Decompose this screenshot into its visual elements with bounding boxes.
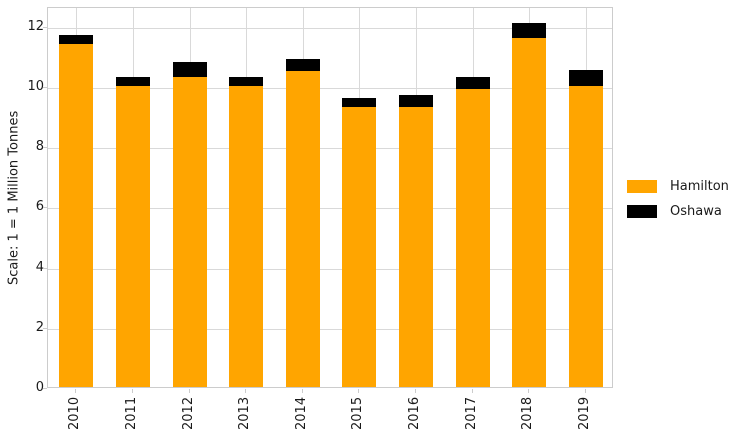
y-tick-mark (43, 26, 47, 28)
bar-2014 (285, 58, 320, 387)
y-tick-mark (43, 267, 47, 269)
x-tick-mark (358, 389, 360, 393)
bar-2010 (59, 34, 94, 387)
y-tick-label: 8 (35, 139, 44, 155)
h-gridline (48, 148, 612, 150)
y-tick-mark (43, 207, 47, 209)
h-gridline (48, 88, 612, 90)
bar-segment-oshawa (568, 69, 603, 87)
y-tick-mark (43, 147, 47, 149)
bar-segment-oshawa (115, 77, 150, 87)
x-tick-mark (471, 389, 473, 393)
x-tick-label: 2010 (67, 396, 83, 430)
x-tick-mark (528, 389, 530, 393)
x-tick-label: 2018 (520, 396, 536, 430)
x-tick-label: 2012 (180, 396, 196, 430)
h-gridline (48, 328, 612, 330)
bar-segment-oshawa (512, 22, 547, 38)
h-gridline (48, 208, 612, 210)
bar-2019 (568, 69, 603, 387)
legend-item-oshawa: Oshawa (627, 204, 729, 219)
bar-segment-oshawa (285, 58, 320, 72)
bar-segment-oshawa (342, 98, 377, 108)
plot-area (47, 7, 613, 388)
bar-segment-hamilton (512, 37, 547, 387)
y-tick-mark (43, 87, 47, 89)
y-tick-label: 2 (35, 319, 44, 335)
x-tick-mark (131, 389, 133, 393)
bar-segment-oshawa (59, 34, 94, 44)
x-tick-label: 2019 (576, 396, 592, 430)
legend: Hamilton Oshawa (627, 179, 729, 219)
x-tick-mark (414, 389, 416, 393)
y-tick-mark (43, 388, 47, 389)
x-tick-mark (301, 389, 303, 393)
legend-label: Oshawa (670, 204, 722, 219)
x-tick-label: 2011 (123, 396, 139, 430)
bar-2011 (115, 77, 150, 387)
bar-segment-hamilton (59, 43, 94, 387)
x-tick-mark (245, 389, 247, 393)
bar-segment-hamilton (398, 107, 433, 387)
bar-2018 (512, 22, 547, 387)
x-tick-label: 2017 (463, 396, 479, 430)
bar-segment-oshawa (172, 61, 207, 78)
bar-2015 (342, 98, 377, 387)
legend-swatch-hamilton (627, 180, 657, 193)
x-tick-label: 2014 (293, 396, 309, 430)
y-tick-label: 10 (27, 79, 44, 95)
bar-segment-hamilton (455, 89, 490, 387)
x-tick-mark (188, 389, 190, 393)
legend-label: Hamilton (670, 179, 729, 194)
bar-segment-hamilton (172, 77, 207, 387)
x-tick-label: 2016 (406, 396, 422, 430)
bar-segment-hamilton (229, 86, 264, 387)
y-tick-label: 6 (35, 199, 44, 215)
y-tick-mark (43, 327, 47, 329)
bar-2013 (229, 77, 264, 387)
bar-segment-hamilton (342, 107, 377, 387)
x-tick-mark (584, 389, 586, 393)
y-tick-label: 12 (27, 18, 44, 34)
bar-segment-oshawa (398, 95, 433, 108)
h-gridline (48, 268, 612, 270)
bar-segment-hamilton (115, 86, 150, 387)
bar-segment-oshawa (229, 77, 264, 87)
bar-2016 (398, 95, 433, 387)
bar-segment-hamilton (285, 71, 320, 387)
bar-segment-oshawa (455, 77, 490, 90)
bar-2017 (455, 77, 490, 387)
x-tick-mark (75, 389, 77, 393)
legend-item-hamilton: Hamilton (627, 179, 729, 194)
x-tick-label: 2013 (237, 396, 253, 430)
h-gridline (48, 27, 612, 29)
y-tick-label: 0 (35, 380, 44, 395)
y-tick-label: 4 (35, 259, 44, 275)
bar-segment-hamilton (568, 86, 603, 387)
bar-2012 (172, 61, 207, 387)
legend-swatch-oshawa (627, 205, 657, 218)
x-tick-label: 2015 (350, 396, 366, 430)
